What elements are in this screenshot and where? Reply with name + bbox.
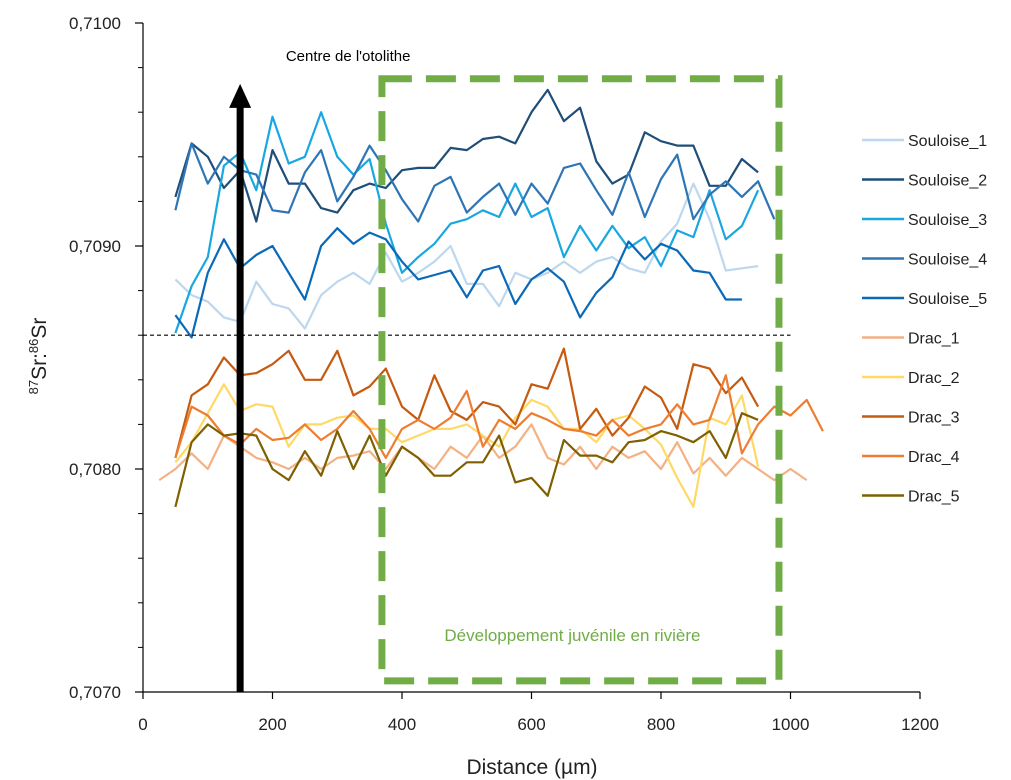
legend: Souloise_1 Souloise_2 Souloise_3 Souloise_4… — [862, 133, 987, 506]
y-axis-title-superscript: 86 — [26, 339, 41, 353]
annotation-layer: Développement juvénile en rivière Centre … — [229, 48, 783, 692]
x-tick-label: 600 — [517, 715, 545, 734]
legend-item-label: Drac_3 — [908, 410, 960, 427]
legend-item-label: Souloise_1 — [908, 133, 987, 150]
series-line-drac-2 — [174, 383, 760, 508]
x-tick-label: 400 — [388, 715, 416, 734]
x-axis-title: Distance (µm) — [466, 756, 597, 779]
otolith-centre-arrow-head — [229, 83, 252, 108]
y-tick-label: 0,7090 — [69, 237, 121, 256]
series-line-souloise-2 — [174, 88, 759, 223]
series-line-souloise-3 — [174, 111, 760, 334]
juvenile-development-box — [378, 75, 783, 685]
y-axis-title-superscript: 87 — [26, 380, 41, 394]
legend-item-label: Souloise_3 — [908, 212, 987, 229]
axes-layer: 0 200 400 600 800 1000 1200 0,7070 0,7080 0,7090 0… — [69, 14, 939, 734]
series-line-drac-4 — [174, 374, 824, 459]
series-line-souloise-4 — [174, 142, 776, 223]
series-line-drac-3 — [174, 347, 760, 459]
otolith-centre-label: Centre de l'otolithe — [286, 48, 411, 65]
y-axis-title: 87Sr:86Sr — [26, 318, 51, 395]
legend-item-label: Souloise_5 — [908, 291, 987, 308]
juvenile-development-label: Développement juvénile en rivière — [444, 626, 700, 645]
series-line-souloise-1 — [174, 182, 759, 330]
y-axis-title-part: Sr — [28, 318, 51, 339]
legend-item-label: Drac_4 — [908, 449, 960, 466]
x-tick-label: 200 — [258, 715, 286, 734]
y-tick-label: 0,7080 — [69, 460, 121, 479]
x-tick-label: 800 — [647, 715, 675, 734]
y-tick-label: 0,7100 — [69, 14, 121, 33]
y-tick-label: 0,7070 — [69, 683, 121, 702]
legend-item-label: Souloise_2 — [908, 173, 987, 190]
legend-item-label: Drac_5 — [908, 489, 960, 506]
x-tick-label: 0 — [138, 715, 147, 734]
x-tick-label: 1000 — [772, 715, 810, 734]
x-tick-label: 1200 — [901, 715, 939, 734]
legend-item-label: Souloise_4 — [908, 252, 987, 269]
legend-item-label: Drac_1 — [908, 331, 960, 348]
series-line-souloise-5 — [174, 227, 742, 339]
series-layer — [158, 88, 824, 508]
series-line-drac-5 — [174, 412, 759, 508]
legend-item-label: Drac_2 — [908, 370, 960, 387]
y-axis-title-part: Sr: — [28, 353, 51, 380]
